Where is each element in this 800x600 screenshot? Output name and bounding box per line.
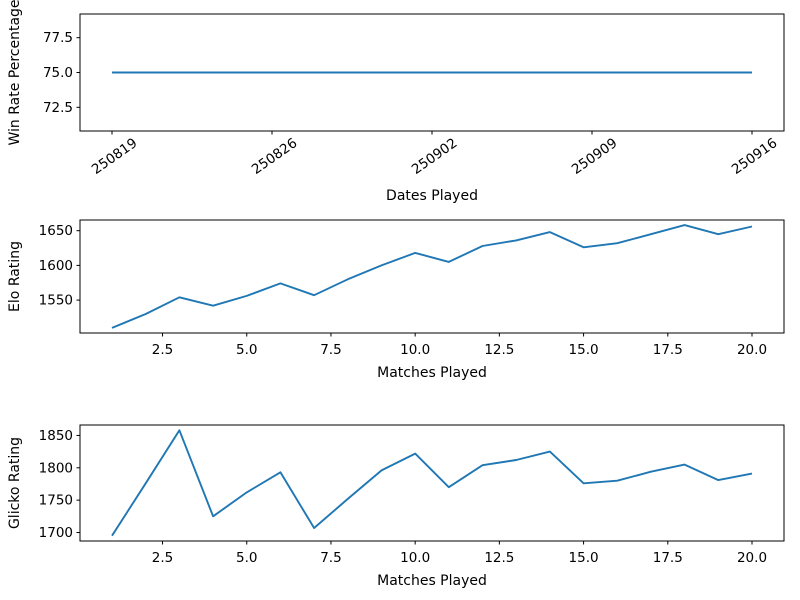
x-tick-label: 17.5 <box>653 342 683 358</box>
x-tick-label: 250916 <box>729 135 780 178</box>
x-tick-label: 250819 <box>89 135 140 178</box>
x-tick-label: 10.0 <box>400 342 430 358</box>
y-tick-label: 1850 <box>39 428 73 444</box>
y-tick-label: 1750 <box>39 493 73 509</box>
y-tick-label: 1550 <box>39 293 73 309</box>
x-tick-label: 20.0 <box>737 550 767 566</box>
win-rate-chart: 250819 250826 250902 250909 250916 72.5 75.0 77… <box>7 0 785 204</box>
elo-line <box>111 224 753 329</box>
x-tick-label: 12.5 <box>484 342 514 358</box>
y-tick-label: 1650 <box>39 223 73 239</box>
y-tick-label: 1800 <box>39 460 73 476</box>
elo-rating-chart: 2.5 5.0 7.5 10.0 12.5 15.0 17.5 20.0 1550 1600 165… <box>7 219 785 381</box>
x-tick-label: 15.0 <box>569 550 599 566</box>
win-rate-ylabel: Win Rate Percentage <box>7 0 23 146</box>
glicko-axes-frame <box>79 424 785 542</box>
win-rate-xlabel: Dates Played <box>386 188 478 204</box>
elo-xlabel: Matches Played <box>377 365 487 381</box>
x-tick-label: 2.5 <box>152 550 173 566</box>
x-tick-label: 250902 <box>409 135 460 178</box>
elo-axes-frame <box>79 219 785 334</box>
x-tick-label: 250826 <box>249 135 300 178</box>
elo-ylabel: Elo Rating <box>7 241 23 312</box>
glicko-rating-chart: 2.5 5.0 7.5 10.0 12.5 15.0 17.5 20.0 1700 1750 180… <box>7 424 785 589</box>
glicko-ylabel: Glicko Rating <box>7 437 23 529</box>
x-tick-label: 10.0 <box>400 550 430 566</box>
x-tick-label: 17.5 <box>653 550 683 566</box>
x-tick-label: 15.0 <box>569 342 599 358</box>
y-tick-label: 75.0 <box>43 65 73 81</box>
x-tick-label: 2.5 <box>152 342 173 358</box>
x-tick-label: 5.0 <box>236 342 257 358</box>
x-tick-label: 250909 <box>569 135 620 178</box>
y-tick-label: 72.5 <box>43 100 73 116</box>
y-tick-label: 77.5 <box>43 30 73 46</box>
x-tick-label: 7.5 <box>320 550 341 566</box>
glicko-line <box>111 429 753 537</box>
x-tick-label: 7.5 <box>320 342 341 358</box>
x-tick-label: 12.5 <box>484 550 514 566</box>
y-tick-label: 1700 <box>39 525 73 541</box>
y-tick-label: 1600 <box>39 258 73 274</box>
x-tick-label: 5.0 <box>236 550 257 566</box>
glicko-xlabel: Matches Played <box>377 573 487 589</box>
x-tick-label: 20.0 <box>737 342 767 358</box>
